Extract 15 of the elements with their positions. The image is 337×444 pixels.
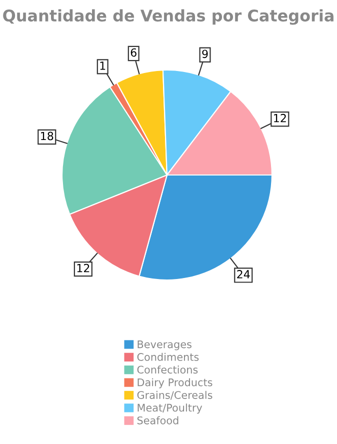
legend-label: Confections <box>137 366 198 374</box>
legend-label: Meat/Poultry <box>138 404 202 414</box>
data-label: 18 <box>41 132 54 140</box>
legend-label: Seafood <box>137 416 178 424</box>
data-label: 12 <box>274 114 286 122</box>
data-label: 1 <box>100 62 106 70</box>
data-label: 12 <box>77 264 90 272</box>
legend-label: Condiments <box>137 352 199 361</box>
legend-label: Grains/Cereals <box>137 390 212 400</box>
chart-title: Quantidade de Vendas por Categoria <box>3 9 334 25</box>
data-label: 24 <box>237 270 250 278</box>
data-label: 9 <box>202 50 208 58</box>
data-label: 6 <box>130 48 136 57</box>
legend-label: Beverages <box>138 340 192 350</box>
legend-label: Dairy Products <box>138 378 212 388</box>
